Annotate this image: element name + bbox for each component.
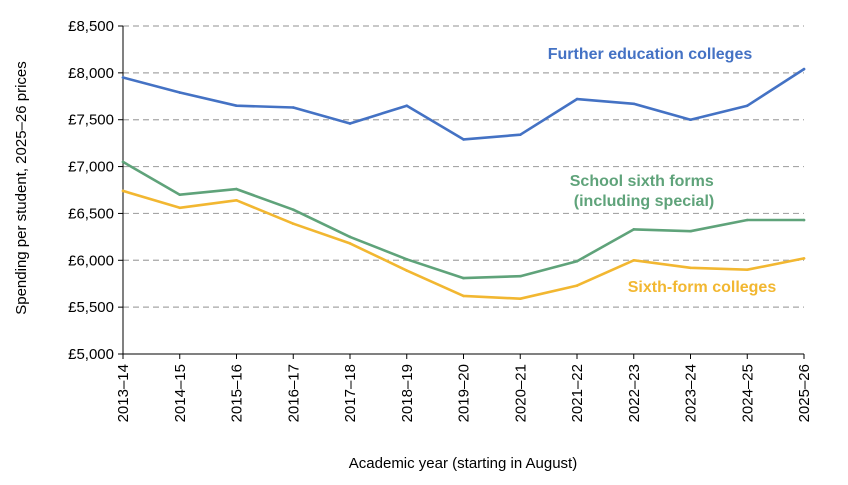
data-point-sixth-form-colleges-3 (291, 222, 295, 226)
data-point-further-education-colleges-10 (689, 118, 692, 122)
data-point-further-education-colleges-6 (462, 138, 465, 141)
data-point-school-sixth-forms-including-special-12 (802, 218, 806, 222)
x-tick-label-2014–15: 2014–15 (172, 364, 189, 422)
series-lines (121, 67, 806, 301)
data-point-sixth-form-colleges-11 (745, 268, 749, 271)
data-point-sixth-form-colleges-1 (178, 206, 182, 210)
data-point-further-education-colleges-4 (348, 122, 352, 125)
data-point-school-sixth-forms-including-special-11 (745, 218, 749, 222)
y-tick-label-8500: £8,500 (68, 18, 114, 35)
series-label-further-education: Further education colleges (548, 46, 753, 63)
data-point-sixth-form-colleges-5 (405, 269, 409, 272)
x-tick-label-2013–14: 2013–14 (115, 364, 132, 422)
data-point-school-sixth-forms-including-special-5 (405, 258, 409, 261)
x-tick-label-2015–16: 2015–16 (229, 364, 246, 422)
data-point-further-education-colleges-9 (632, 102, 636, 106)
x-tick-label-2016–17: 2016–17 (285, 364, 302, 422)
x-tick-label-2020–21: 2020–21 (512, 364, 529, 422)
y-tick-label-6500: £6,500 (68, 205, 114, 222)
x-tick-label-2019–20: 2019–20 (456, 364, 473, 422)
y-tick-label-6000: £6,000 (68, 252, 114, 269)
data-point-school-sixth-forms-including-special-9 (632, 228, 636, 231)
data-point-school-sixth-forms-including-special-6 (462, 276, 465, 280)
data-point-sixth-form-colleges-0 (121, 189, 125, 193)
series-label-line-1: School sixth forms (570, 173, 714, 190)
x-tick-labels: 2013–14 2014–15 2015–16 2016–17 2017–18 2018–… (115, 364, 813, 422)
x-tick-label-2022–23: 2022–23 (626, 364, 643, 422)
x-tick-label-2021–22: 2021–22 (569, 364, 586, 422)
data-point-sixth-form-colleges-8 (575, 284, 579, 287)
data-point-school-sixth-forms-including-special-7 (518, 274, 522, 278)
series-label-line-2: (including special) (574, 193, 714, 210)
data-point-further-education-colleges-12 (802, 67, 806, 71)
data-point-further-education-colleges-3 (291, 106, 295, 109)
data-point-sixth-form-colleges-6 (462, 294, 465, 298)
x-tick-label-2023–24: 2023–24 (683, 364, 700, 422)
y-tick-label-5000: £5,000 (68, 346, 114, 363)
data-point-school-sixth-forms-including-special-2 (235, 187, 238, 191)
x-axis-title: Academic year (starting in August) (349, 455, 577, 472)
data-point-school-sixth-forms-including-special-0 (121, 160, 125, 164)
y-tick-label-5500: £5,500 (68, 299, 114, 316)
data-point-sixth-form-colleges-9 (632, 258, 636, 262)
data-point-further-education-colleges-11 (745, 104, 749, 107)
y-tick-label-7500: £7,500 (68, 112, 114, 129)
data-point-further-education-colleges-1 (178, 91, 182, 94)
x-tick-label-2018–19: 2018–19 (399, 364, 416, 422)
data-point-further-education-colleges-0 (121, 76, 125, 79)
data-point-school-sixth-forms-including-special-4 (348, 235, 352, 239)
data-point-school-sixth-forms-including-special-8 (575, 259, 579, 263)
x-tick-label-2024–25: 2024–25 (739, 364, 756, 422)
data-point-sixth-form-colleges-2 (235, 199, 238, 202)
y-tick-label-7000: £7,000 (68, 159, 114, 176)
data-point-sixth-form-colleges-7 (518, 297, 522, 301)
series-label-school-sixth-forms: School sixth forms (including special) (570, 173, 718, 210)
data-point-further-education-colleges-5 (405, 104, 409, 107)
series-line-further-education-colleges (121, 67, 806, 141)
gridlines (123, 25, 804, 308)
x-tick-label-2025–26: 2025–26 (796, 364, 813, 422)
data-point-school-sixth-forms-including-special-3 (291, 208, 295, 211)
data-point-school-sixth-forms-including-special-1 (178, 193, 182, 196)
data-point-further-education-colleges-7 (518, 133, 522, 137)
data-point-further-education-colleges-8 (575, 97, 579, 101)
series-label-sixth-form-colleges: Sixth-form colleges (628, 279, 777, 296)
data-point-sixth-form-colleges-12 (802, 257, 806, 260)
y-axis-title: Spending per student, 2025–26 prices (13, 61, 30, 315)
data-point-sixth-form-colleges-4 (348, 242, 352, 245)
data-point-further-education-colleges-2 (235, 104, 238, 107)
x-tick-label-2017–18: 2017–18 (342, 364, 359, 422)
y-tick-label-8000: £8,000 (68, 65, 114, 82)
data-point-school-sixth-forms-including-special-10 (689, 229, 692, 233)
y-tick-labels: £5,000 £5,500 £6,000 £6,500 £7,000 £7,500 £8,0… (68, 18, 114, 363)
data-point-sixth-form-colleges-10 (689, 266, 692, 270)
